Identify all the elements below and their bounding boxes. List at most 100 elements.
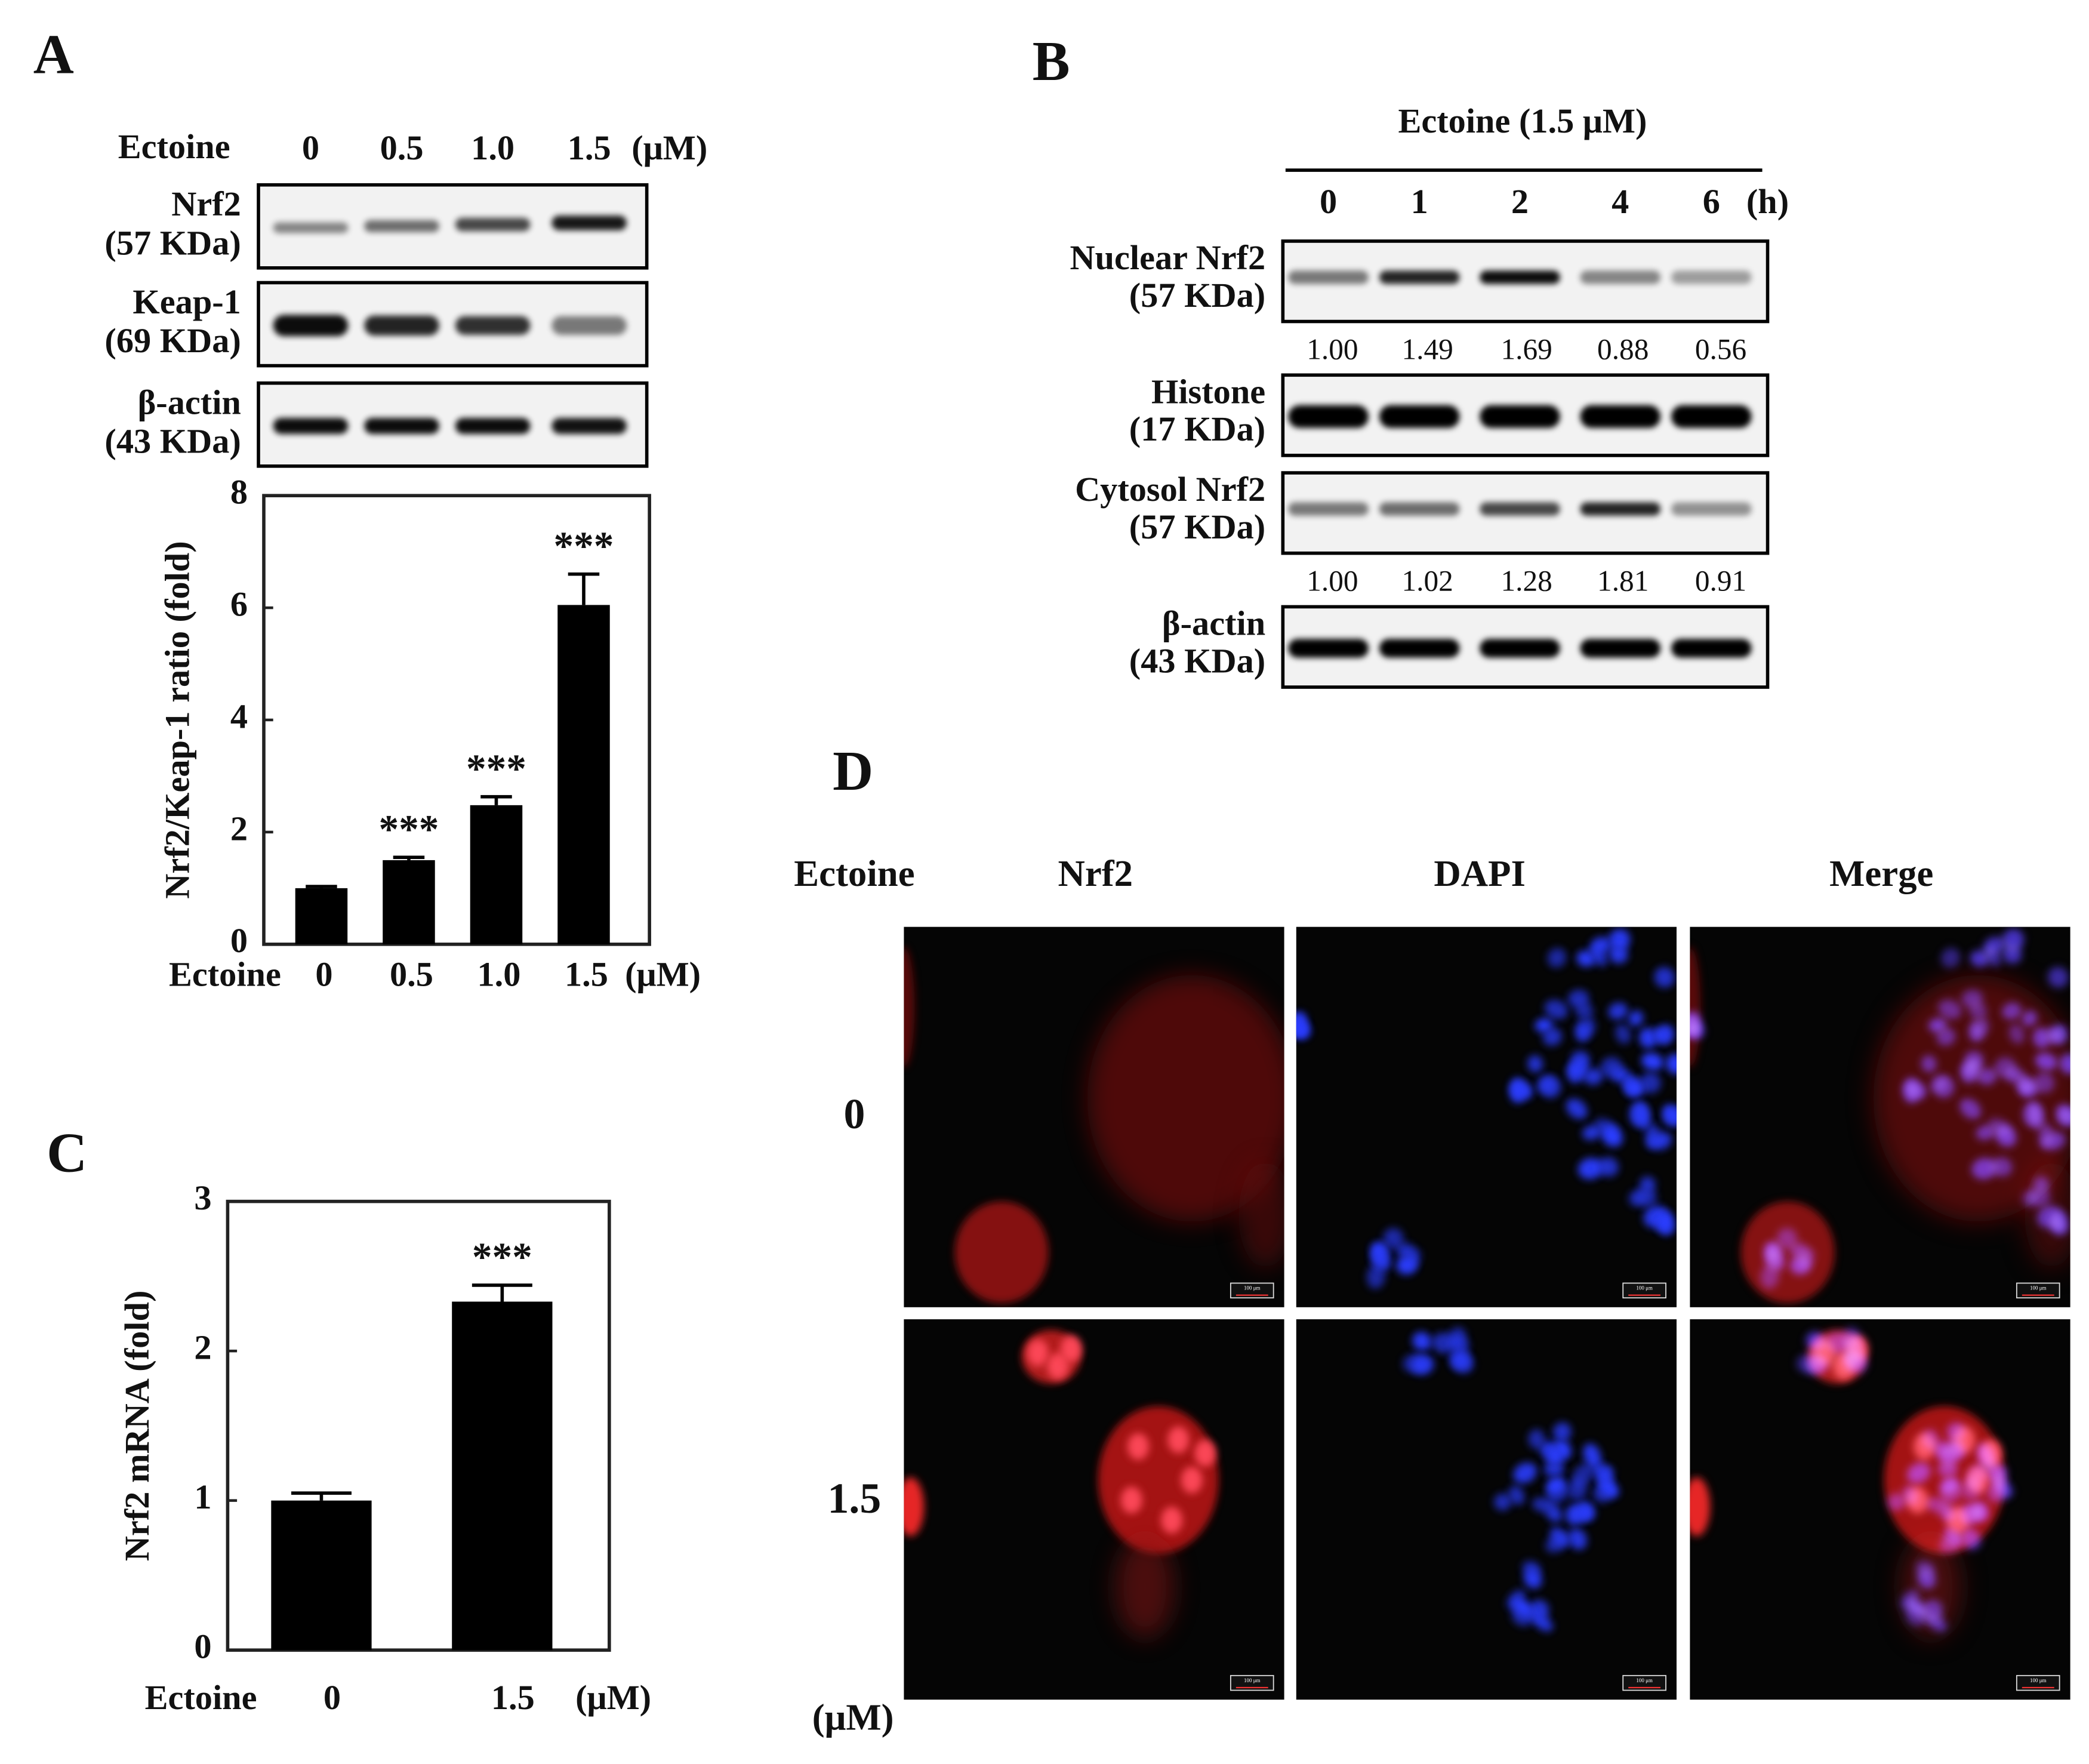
dapi-nucleus (2029, 1187, 2051, 1207)
y-tick-label: 6 (230, 585, 248, 624)
panel-letter: B (1033, 30, 1070, 93)
dapi-nucleus (1635, 1187, 1657, 1207)
dapi-nucleus (1934, 1076, 1955, 1098)
dapi-nucleus (1965, 1463, 1988, 1487)
dapi-nucleus (1550, 1527, 1569, 1546)
nrf2-nucleus (1047, 1353, 1069, 1380)
dapi-nucleus (1625, 1079, 1644, 1097)
dapi-nucleus (1928, 1018, 1947, 1033)
blot-band (1480, 270, 1560, 284)
lane-label: 0 (1320, 182, 1337, 221)
blot-size: (57 KDa) (1129, 507, 1265, 546)
blot-band (273, 418, 349, 435)
dapi-nucleus (1535, 1018, 1553, 1033)
dapi-nucleus (1449, 1349, 1474, 1374)
blot-band (1480, 502, 1560, 516)
dapi-nucleus (1658, 1024, 1675, 1045)
panel-letter: A (33, 24, 74, 86)
micrograph-frame (904, 1319, 1284, 1700)
dapi-nucleus (1645, 1123, 1659, 1149)
blot-band (1671, 405, 1752, 428)
dapi-nucleus (1296, 1011, 1307, 1036)
dapi-nucleus (1599, 1479, 1619, 1498)
nrf2-signal (904, 1477, 925, 1537)
column-label: Nrf2 (1058, 852, 1133, 894)
dapi-nucleus (2002, 1002, 2022, 1020)
x-tick-label: 0 (315, 955, 332, 993)
x-axis-unit: (μM) (625, 955, 701, 993)
dapi-nucleus (1640, 1072, 1661, 1094)
band-quantification: 1.02 (1401, 565, 1453, 598)
row-label: 0 (843, 1090, 865, 1138)
blot-band (273, 315, 349, 337)
significance: *** (472, 1235, 532, 1279)
dapi-nucleus (1777, 1228, 1798, 1249)
dapi-nucleus (1528, 1429, 1545, 1449)
nrf2-signal (954, 1201, 1049, 1304)
dapi-nucleus (1532, 1497, 1555, 1513)
y-tick-label: 0 (194, 1627, 211, 1666)
panel-letter: D (833, 740, 873, 802)
dapi-nucleus (1590, 937, 1612, 955)
dapi-nucleus (1976, 1125, 1995, 1140)
dapi-nucleus (1575, 1021, 1589, 1042)
micrograph (1403, 1327, 1619, 1631)
lane-label: 6 (1703, 182, 1720, 221)
row-unit: (μM) (812, 1697, 894, 1738)
panel-letter: C (47, 1122, 87, 1184)
dapi-nucleus (1905, 1604, 1928, 1626)
scale-bar-label: 100 μm (1636, 1677, 1653, 1683)
dapi-nucleus (1432, 1332, 1455, 1354)
bar (295, 888, 348, 944)
lane-label: 1.5 (568, 128, 611, 167)
micrograph-frame (1690, 1319, 2070, 1700)
blot-band (1288, 270, 1369, 284)
band-quantification: 0.56 (1695, 333, 1746, 365)
band-quantification: 1.00 (1307, 333, 1358, 365)
blot-size: (57 KDa) (1129, 276, 1265, 315)
blot-band (1288, 502, 1369, 516)
dapi-nucleus (1639, 1027, 1657, 1049)
dapi-nucleus (1583, 1443, 1601, 1469)
x-axis-label: Ectoine (145, 1678, 257, 1717)
dapi-nucleus (1991, 1157, 2013, 1177)
blot-name: Nuclear Nrf2 (1070, 238, 1265, 277)
dapi-nucleus (1543, 1461, 1564, 1477)
dapi-nucleus (2057, 1107, 2070, 1126)
y-tick-label: 0 (230, 921, 248, 960)
bar (383, 860, 435, 944)
x-tick-label: 0 (323, 1678, 341, 1717)
dapi-nucleus (1552, 1422, 1572, 1442)
blot-band (551, 316, 627, 335)
dapi-nucleus (1925, 1497, 1949, 1513)
dapi-nucleus (1940, 1477, 1959, 1495)
dapi-nucleus (1366, 1264, 1385, 1289)
lane-header: Ectoine (118, 127, 230, 166)
dapi-nucleus (1609, 928, 1631, 951)
dapi-nucleus (1968, 1021, 1983, 1042)
blot-band (1379, 270, 1460, 284)
scale-bar-label: 100 μm (2030, 1677, 2047, 1683)
blot-band (273, 222, 349, 233)
micrograph (1296, 928, 1677, 1289)
lane-unit: (h) (1746, 182, 1789, 221)
dapi-nucleus (1983, 937, 2005, 955)
lane-label: 1 (1411, 182, 1428, 221)
dapi-nucleus (2022, 1010, 2038, 1027)
blot-size: (17 KDa) (1129, 410, 1265, 448)
dapi-nucleus (1843, 1349, 1868, 1374)
band-quantification: 1.81 (1597, 565, 1649, 598)
band-quantification: 1.00 (1307, 565, 1358, 598)
column-label: DAPI (1434, 852, 1526, 894)
blot-band (364, 418, 439, 435)
micrograph (904, 947, 1284, 1304)
blot-name: Histone (1151, 372, 1265, 411)
bar (271, 1500, 372, 1651)
dapi-nucleus (2033, 1176, 2050, 1192)
dapi-nucleus (2032, 1027, 2051, 1049)
blot-band (1580, 502, 1661, 516)
dapi-nucleus (1939, 1446, 1958, 1466)
blot-band (455, 217, 531, 232)
dapi-nucleus (1941, 948, 1960, 968)
plot-frame (226, 1199, 611, 1652)
